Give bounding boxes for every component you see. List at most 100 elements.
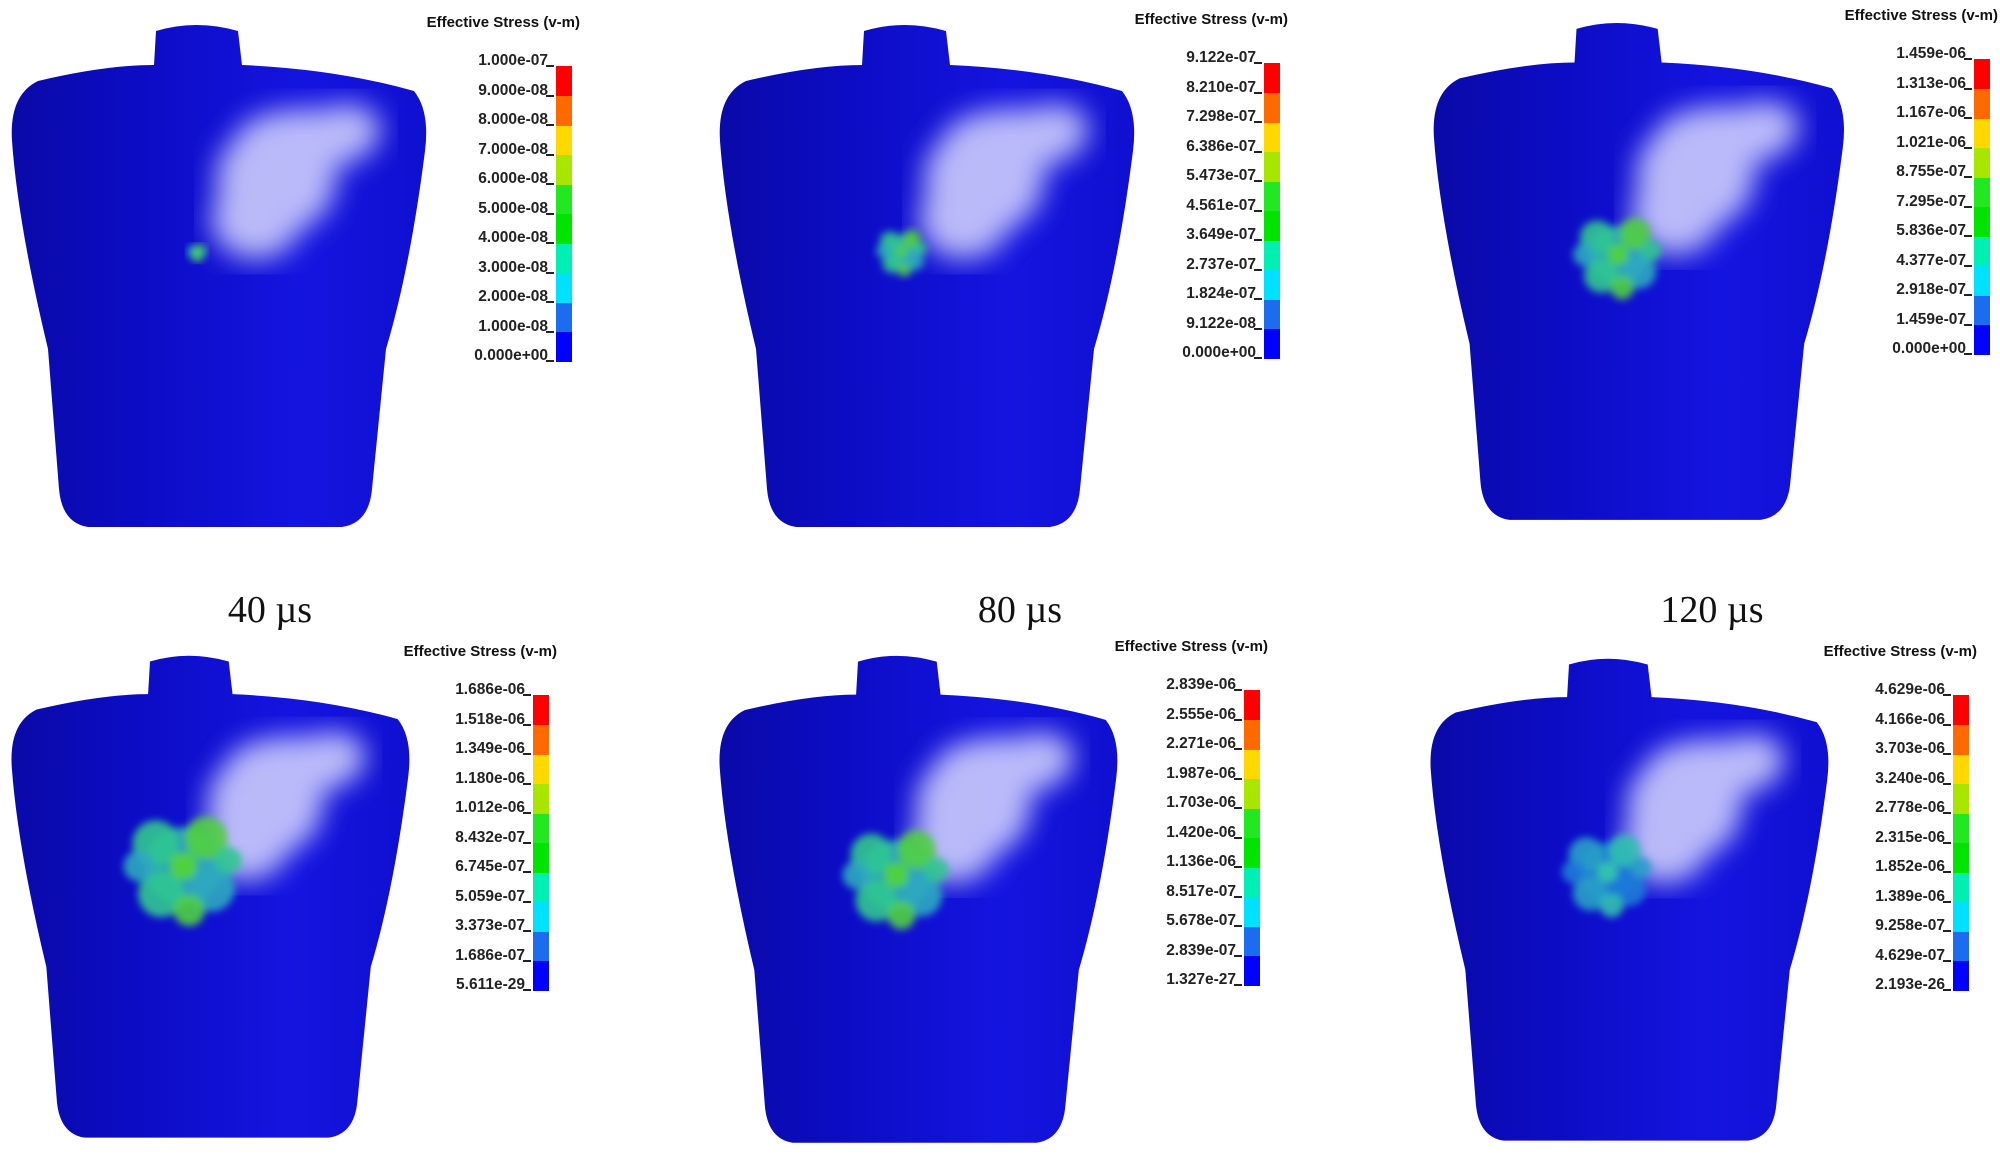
legend-label: 0.000e+00 xyxy=(1182,344,1256,361)
legend-tick xyxy=(1943,782,1951,785)
legend-tick xyxy=(1943,959,1951,962)
legend-label: 4.166e-06 xyxy=(1875,710,1945,728)
legend-tick xyxy=(1964,58,1972,60)
legend-band xyxy=(1953,960,1969,991)
legend-label: 2.315e-06 xyxy=(1875,828,1945,846)
legend-tick xyxy=(1943,989,1951,991)
legend-tick xyxy=(523,782,531,785)
legend-band xyxy=(556,331,572,362)
legend-tick xyxy=(1964,323,1972,326)
legend-band xyxy=(1264,181,1280,211)
legend-label: 4.629e-07 xyxy=(1875,946,1945,964)
legend-band xyxy=(556,125,572,155)
legend-band xyxy=(1244,719,1260,750)
legend-band xyxy=(1953,901,1969,932)
legend-tick xyxy=(1234,984,1242,986)
legend-label: 5.473e-07 xyxy=(1186,167,1256,184)
legend-label: 1.000e-08 xyxy=(478,317,548,335)
legend-tick xyxy=(523,989,531,991)
legend-label: 2.737e-07 xyxy=(1186,255,1256,273)
legend-band xyxy=(1974,59,1990,89)
legend-band xyxy=(1264,122,1280,152)
legend-label: 1.136e-06 xyxy=(1166,853,1236,870)
legend-tick xyxy=(546,124,554,126)
legend-title: Effective Stress (v-m) xyxy=(426,14,580,31)
legend-tick xyxy=(1964,264,1972,267)
legend-label: 8.517e-07 xyxy=(1166,882,1236,900)
legend-tick xyxy=(1943,930,1951,932)
legend-label: 8.000e-08 xyxy=(478,111,548,128)
legend-tick xyxy=(1964,235,1972,237)
legend-tick xyxy=(1234,836,1242,839)
legend-title: Effective Stress (v-m) xyxy=(1823,643,1977,660)
legend-band xyxy=(533,960,549,991)
chest-highlight xyxy=(1630,101,1800,255)
legend-label: 1.167e-06 xyxy=(1896,104,1966,121)
legend-label: 9.000e-08 xyxy=(478,81,548,99)
chest-highlight xyxy=(919,104,1089,259)
torso-body xyxy=(11,25,427,527)
legend-tick xyxy=(1234,807,1242,809)
torso-model xyxy=(719,655,1118,1143)
color-legend: Effective Stress (v-m) 9.122e-07 8.210e-07… xyxy=(1135,11,1288,361)
legend-band xyxy=(1264,92,1280,123)
legend-label: 8.755e-07 xyxy=(1896,163,1966,180)
legend-band xyxy=(1953,754,1969,784)
legend-tick xyxy=(1964,205,1972,208)
legend-tick xyxy=(523,723,531,726)
legend-band xyxy=(533,901,549,932)
legend-tick xyxy=(546,301,554,303)
legend-tick xyxy=(546,330,554,333)
torso-model xyxy=(719,25,1135,527)
legend-title: Effective Stress (v-m) xyxy=(1114,638,1268,655)
legend-label: 2.193e-26 xyxy=(1875,976,1945,993)
legend-band xyxy=(533,724,549,755)
legend-band xyxy=(556,302,572,332)
legend-tick xyxy=(1254,150,1262,153)
legend-label: 7.000e-08 xyxy=(478,140,548,158)
legend-band xyxy=(533,813,549,843)
legend-label: 1.000e-07 xyxy=(478,52,548,69)
color-legend: Effective Stress (v-m) 2.839e-06 2.555e-06… xyxy=(1115,638,1268,988)
legend-label: 1.824e-07 xyxy=(1186,285,1256,302)
legend-band xyxy=(1264,299,1280,329)
legend-tick xyxy=(1254,62,1262,64)
legend-label: 1.180e-06 xyxy=(455,769,525,787)
legend-label: 1.686e-06 xyxy=(455,681,525,698)
legend-tick xyxy=(1234,866,1242,868)
legend-label: 2.271e-06 xyxy=(1166,735,1236,752)
legend-band xyxy=(1974,265,1990,296)
legend-band xyxy=(1953,872,1969,902)
legend-band xyxy=(1244,955,1260,986)
legend-tick xyxy=(523,959,531,962)
legend-tick xyxy=(523,753,531,755)
legend-tick xyxy=(1254,91,1262,94)
legend-label: 1.459e-06 xyxy=(1896,45,1966,62)
legend-label: 5.000e-08 xyxy=(478,199,548,217)
caption-120us: 120 µs xyxy=(1660,589,1764,631)
legend-tick xyxy=(523,841,531,844)
legend-label: 7.295e-07 xyxy=(1896,192,1966,210)
legend-tick xyxy=(1254,180,1262,182)
legend-tick xyxy=(546,242,554,244)
legend-tick xyxy=(1254,268,1262,271)
legend-tick xyxy=(1234,718,1242,721)
legend-band xyxy=(1244,778,1260,809)
legend-tick xyxy=(1943,753,1951,755)
chest-highlight xyxy=(211,104,381,259)
legend-band xyxy=(1264,240,1280,270)
torso-model xyxy=(1433,22,1844,520)
legend-tick xyxy=(546,183,554,185)
legend-tick xyxy=(1254,357,1262,359)
legend-band xyxy=(1953,695,1969,725)
stress-region xyxy=(1573,217,1662,300)
legend-title: Effective Stress (v-m) xyxy=(403,643,557,660)
legend-label: 1.703e-06 xyxy=(1166,794,1236,811)
legend-label: 6.386e-07 xyxy=(1186,137,1256,155)
legend-tick xyxy=(1943,723,1951,726)
legend-band xyxy=(1953,724,1969,755)
legend-label: 8.432e-07 xyxy=(455,828,525,846)
legend-band xyxy=(556,95,572,126)
legend-band xyxy=(556,66,572,96)
legend-tick xyxy=(1943,841,1951,844)
